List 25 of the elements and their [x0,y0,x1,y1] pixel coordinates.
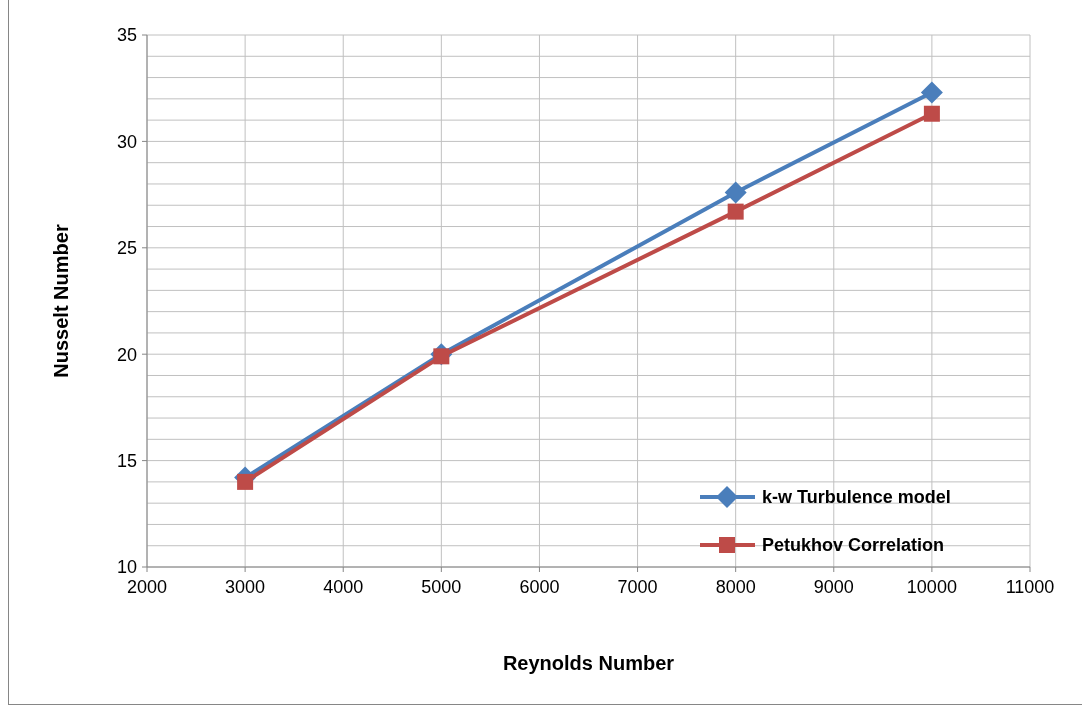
point [920,81,943,104]
point [724,181,747,204]
y-tick-label: 30 [116,131,137,152]
x-tick-label: 2000 [126,577,168,597]
x-tick-label: 10000 [906,577,957,597]
point [727,203,744,220]
x-tick-label: 4000 [323,577,364,597]
x-tick-label: 7000 [617,577,658,597]
legend-label: Petukhov Correlation [762,535,945,556]
point [237,473,254,490]
x-tick-label: 3000 [225,577,266,597]
x-tick-label: 6000 [519,577,560,597]
point [923,105,940,122]
legend-label: k-w Turbulence model [762,487,951,508]
y-tick-label: 20 [116,344,137,365]
y-axis-title: Nusselt Number [50,224,72,378]
x-tick-label: 11000 [1005,577,1055,597]
y-tick-label: 10 [116,557,137,578]
y-tick-label: 35 [116,25,137,46]
x-tick-label: 5000 [421,577,462,597]
x-tick-label: 8000 [715,577,756,597]
y-tick-label: 15 [116,450,137,471]
x-tick-label: 9000 [813,577,854,597]
y-tick-label: 25 [116,238,137,259]
x-axis-title: Reynolds Number [502,652,675,674]
